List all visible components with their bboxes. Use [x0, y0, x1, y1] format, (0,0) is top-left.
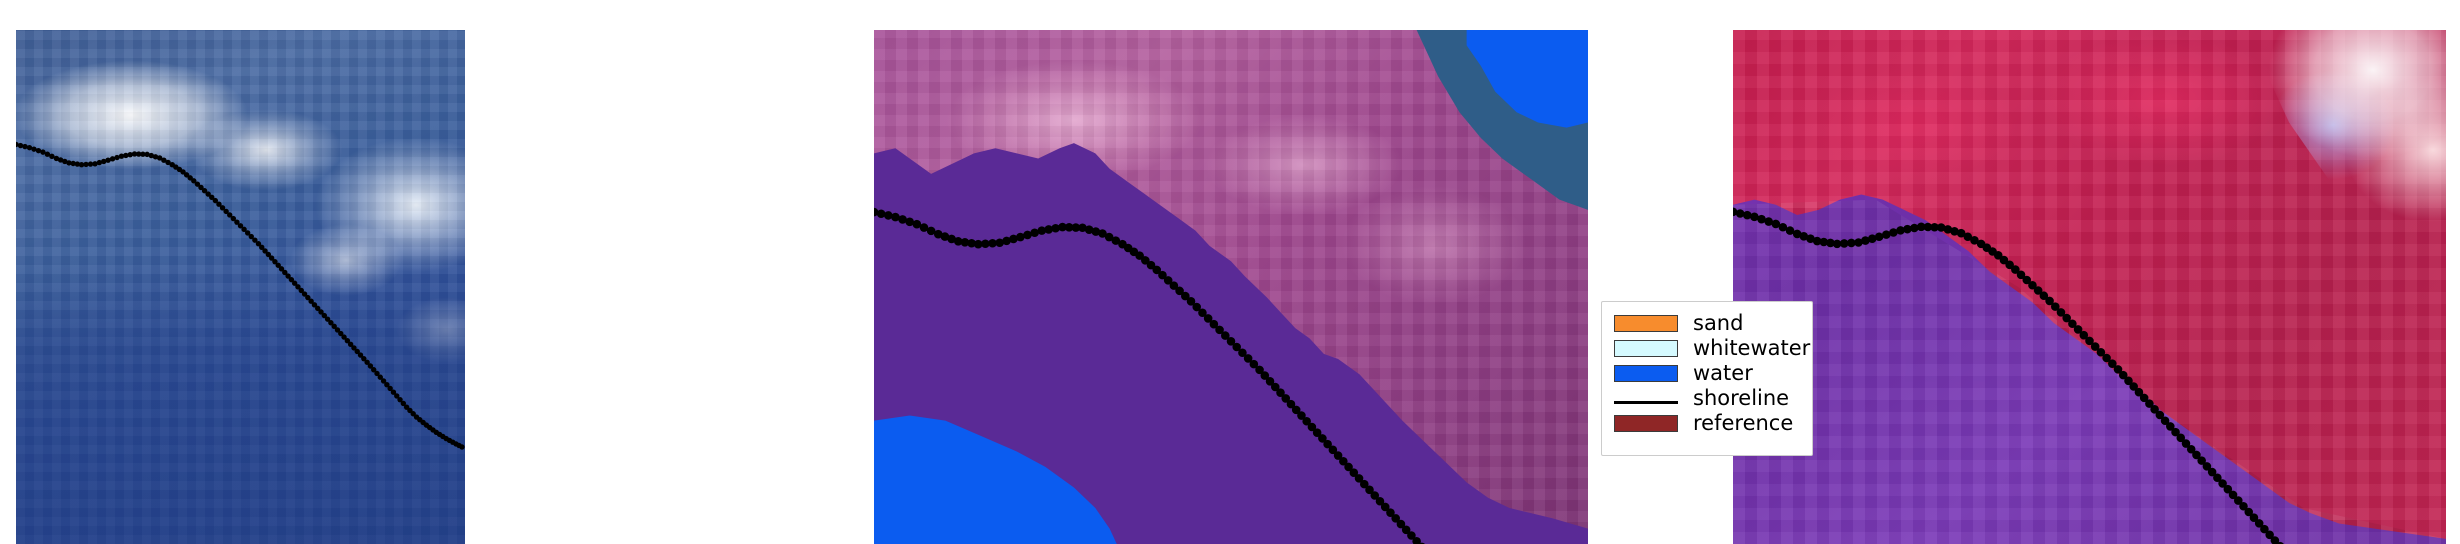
- panel-sar-image: [16, 30, 465, 544]
- panel-l5[interactable]: L5: [1733, 30, 2446, 544]
- panel-sar[interactable]: sar0259: [16, 30, 465, 544]
- legend-swatch-shoreline: [1614, 401, 1678, 404]
- legend-swatch-reference: [1614, 415, 1678, 432]
- legend-swatch-water: [1614, 365, 1678, 382]
- legend-item-sand[interactable]: sand: [1614, 311, 1802, 336]
- legend-box[interactable]: sand whitewater water shoreline referenc…: [1601, 301, 1813, 456]
- legend-swatch-whitewater: [1614, 340, 1678, 357]
- panel-l5-image: [1733, 30, 2446, 544]
- sar-deepwater-shade: [16, 30, 465, 544]
- legend-label-sand: sand: [1693, 311, 1744, 335]
- legend-label-shoreline: shoreline: [1693, 386, 1790, 410]
- legend-item-whitewater[interactable]: whitewater: [1614, 336, 1810, 361]
- legend-item-reference[interactable]: reference: [1614, 411, 1802, 436]
- legend-item-water[interactable]: water: [1614, 361, 1802, 386]
- legend-label-whitewater: whitewater: [1693, 336, 1811, 360]
- panel-classified-image: [874, 30, 1588, 544]
- panel-classified[interactable]: 2005-01-15-09-58-25: [874, 30, 1588, 544]
- legend-item-shoreline[interactable]: shoreline: [1614, 386, 1802, 411]
- legend-label-reference: reference: [1693, 411, 1794, 435]
- legend-swatch-sand: [1614, 315, 1678, 332]
- legend-label-water: water: [1693, 361, 1753, 385]
